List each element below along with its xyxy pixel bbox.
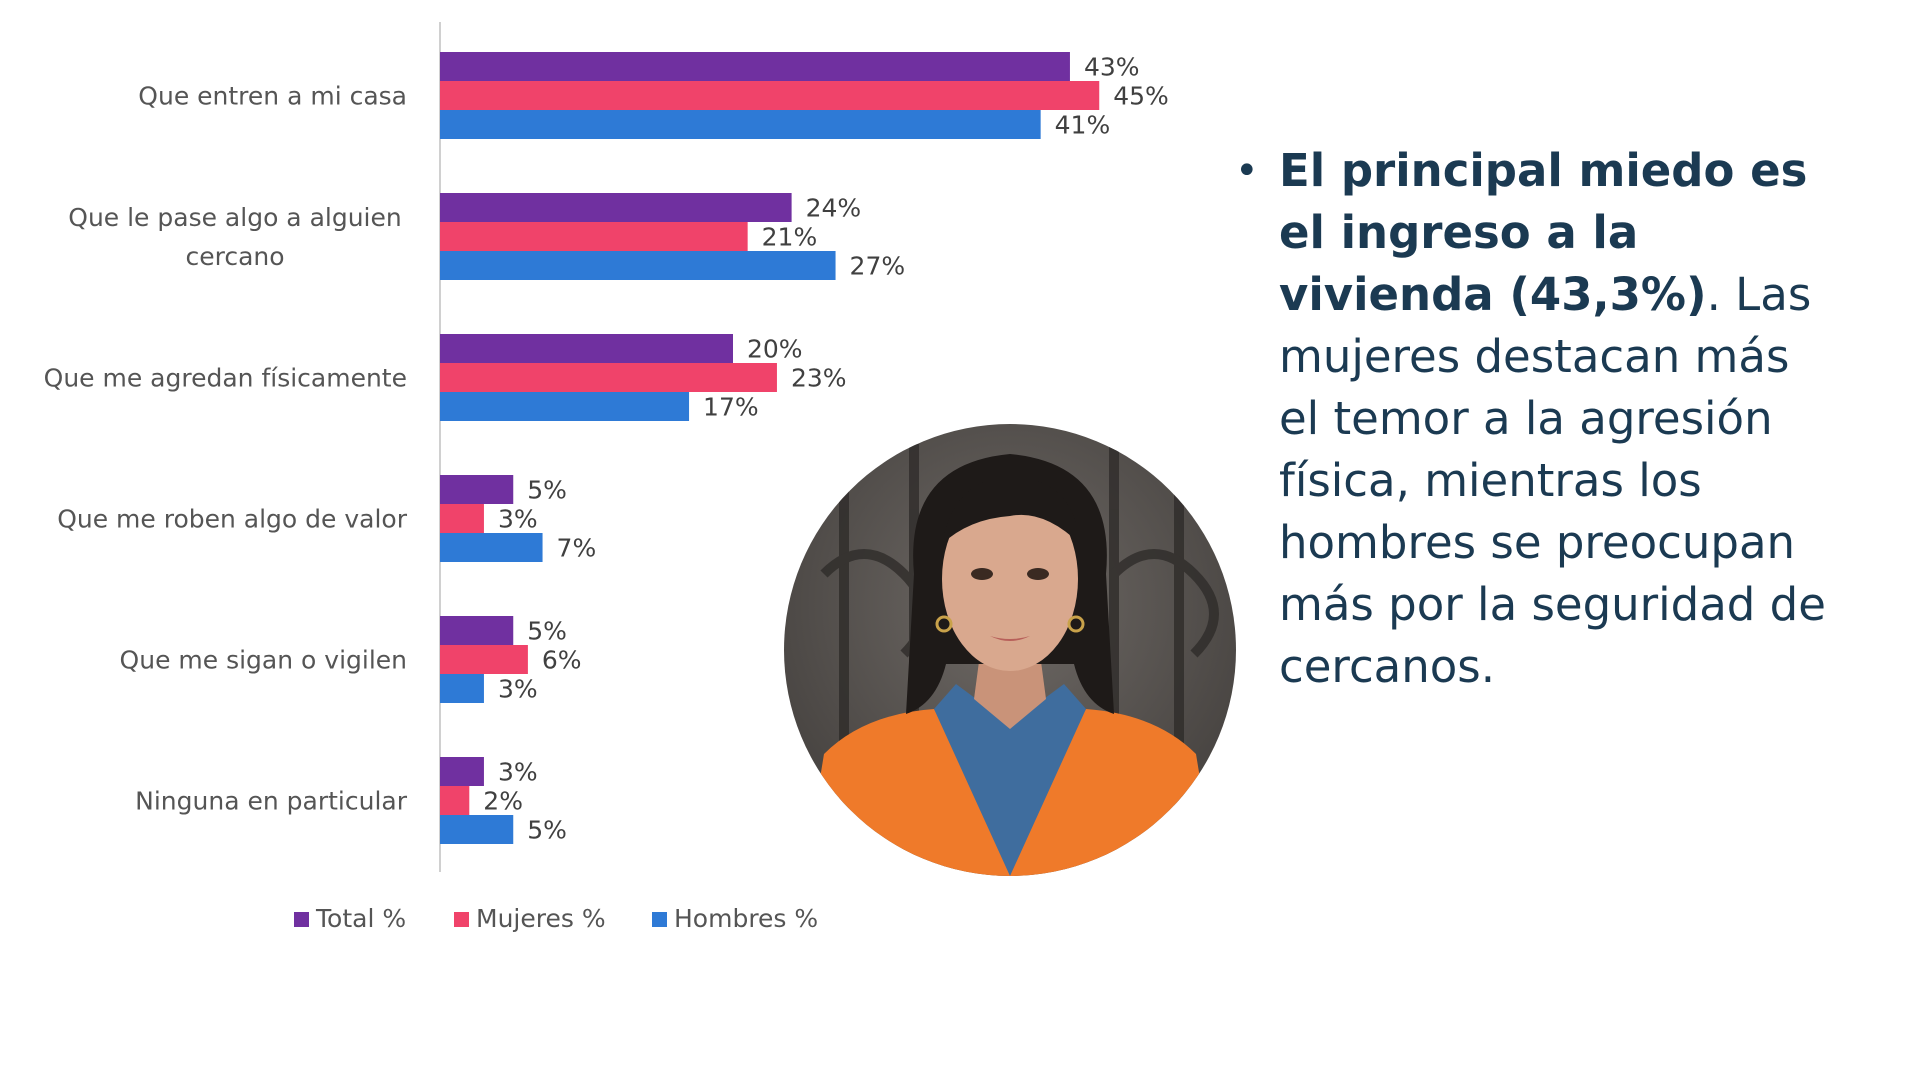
legend-swatch (454, 912, 469, 927)
bar-hombres (440, 251, 836, 280)
bar-mujeres (440, 81, 1100, 110)
bar-hombres (440, 533, 543, 562)
bars (440, 52, 1100, 844)
data-label: 24% (806, 194, 862, 223)
data-label: 3% (498, 675, 538, 704)
bar-total (440, 757, 484, 786)
data-label: 45% (1113, 82, 1169, 111)
face-shape (942, 487, 1078, 671)
data-label: 21% (762, 223, 818, 252)
data-label: 7% (557, 534, 597, 563)
category-label: Que me agredan físicamente (44, 364, 407, 393)
data-label: 41% (1055, 111, 1111, 140)
data-label: 5% (527, 617, 567, 646)
bar-hombres (440, 674, 484, 703)
data-label: 27% (850, 252, 906, 281)
data-label: 3% (498, 758, 538, 787)
caption-bold: El principal miedo es el ingreso a la vi… (1279, 144, 1808, 321)
legend-label: Total % (315, 904, 406, 933)
category-labels: Que entren a mi casa Que le pase algo a a… (44, 82, 408, 816)
legend-label: Mujeres % (476, 904, 606, 933)
category-label: Que entren a mi casa (138, 82, 407, 111)
bar-hombres (440, 110, 1041, 139)
portrait-photo (784, 424, 1236, 876)
bar-mujeres (440, 786, 470, 815)
bar-total (440, 334, 733, 363)
bar-hombres (440, 392, 690, 421)
bullet-icon: • (1235, 148, 1259, 194)
category-label: Ninguna en particular (135, 787, 408, 816)
bar-chart: Que entren a mi casa Que le pase algo a a… (44, 22, 1169, 933)
data-labels: 43%45%41%24%21%27%20%23%17%5%3%7%5%6%3%3… (483, 53, 1169, 845)
bar-total (440, 475, 514, 504)
data-label: 20% (747, 335, 803, 364)
jacket-shape (804, 709, 1216, 876)
bar-total (440, 616, 514, 645)
data-label: 5% (527, 816, 567, 845)
bar-mujeres (440, 504, 484, 533)
category-label: cercano (185, 242, 284, 271)
data-label: 5% (527, 476, 567, 505)
bar-mujeres (440, 222, 748, 251)
bar-total (440, 52, 1070, 81)
caption-item: • El principal miedo es el ingreso a la … (1235, 140, 1835, 698)
caption-rest: . Las mujeres destacan más el temor a la… (1279, 268, 1826, 693)
bar-mujeres (440, 363, 777, 392)
shirt-shape (934, 684, 1086, 876)
caption-list: • El principal miedo es el ingreso a la … (1235, 140, 1835, 698)
data-label: 17% (703, 393, 759, 422)
legend-label: Hombres % (674, 904, 818, 933)
data-label: 23% (791, 364, 847, 393)
data-label: 3% (498, 505, 538, 534)
data-label: 2% (483, 787, 523, 816)
data-label: 43% (1084, 53, 1140, 82)
category-label: Que me sigan o vigilen (120, 646, 407, 675)
category-label: Que me roben algo de valor (57, 505, 408, 534)
category-label: Que le pase algo a alguien (68, 203, 401, 232)
bar-total (440, 193, 792, 222)
legend-swatch (294, 912, 309, 927)
legend-swatch (652, 912, 667, 927)
data-label: 6% (542, 646, 582, 675)
bar-hombres (440, 815, 514, 844)
legend: Total % Mujeres % Hombres % (294, 904, 818, 933)
bar-mujeres (440, 645, 528, 674)
